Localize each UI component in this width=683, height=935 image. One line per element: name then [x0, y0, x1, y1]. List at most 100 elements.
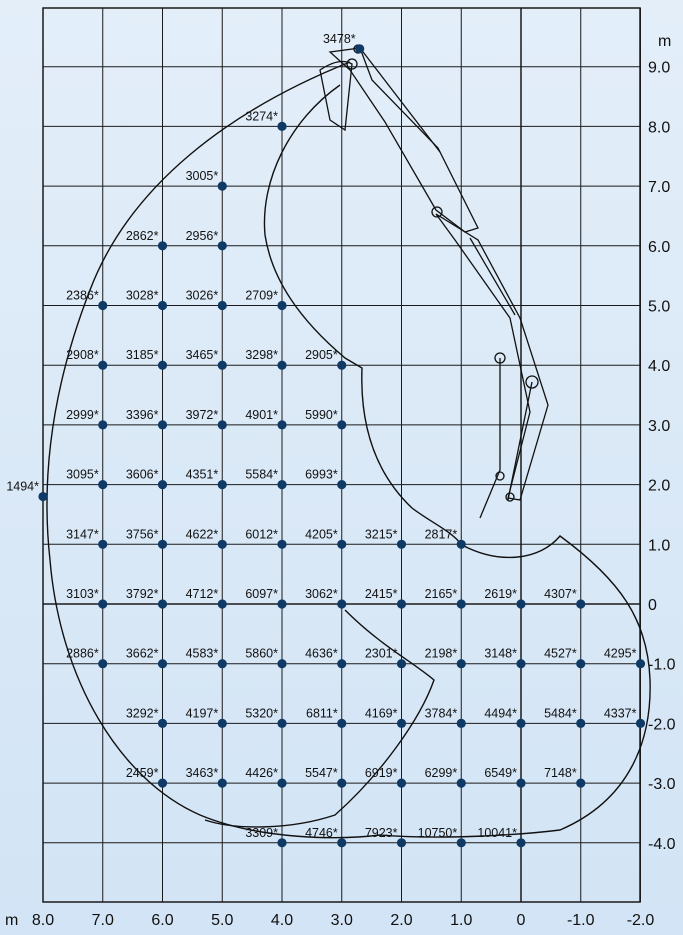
- load-value-label: 5547*: [305, 766, 338, 780]
- load-point: [217, 480, 227, 490]
- load-point: [217, 599, 227, 609]
- load-point: [38, 491, 48, 502]
- y-tick-label: -3.0: [648, 776, 676, 793]
- load-value-label: 6811*: [306, 706, 338, 720]
- load-point: [456, 718, 466, 729]
- load-value-label: 7923*: [365, 826, 398, 840]
- load-value-label: 6012*: [245, 527, 278, 541]
- load-point: [277, 360, 287, 370]
- load-value-label: 3026*: [186, 289, 219, 303]
- y-tick-label: -2.0: [648, 716, 676, 733]
- tip-pin-icon: [505, 492, 515, 502]
- load-value-label: 3478*: [323, 32, 356, 46]
- load-point: [157, 718, 168, 729]
- load-value-label: 3147*: [66, 527, 99, 541]
- load-point: [277, 838, 287, 848]
- load-point: [157, 480, 168, 490]
- boom-and-arm-drawing: [319, 44, 549, 519]
- load-value-label: 3298*: [245, 348, 278, 362]
- load-value-label: 4351*: [186, 468, 219, 482]
- load-value-label: 3662*: [126, 647, 159, 661]
- load-point: [456, 659, 466, 669]
- load-value-label: 4197*: [186, 706, 219, 720]
- load-value-label: 4712*: [186, 587, 219, 601]
- x-tick-label: 5.0: [211, 912, 233, 929]
- load-value-label: 4494*: [484, 706, 517, 720]
- x-tick-label: 6.0: [151, 912, 173, 929]
- load-value-label: 3005*: [186, 169, 219, 183]
- y-tick-label: -1.0: [648, 657, 676, 674]
- load-value-label: 2619*: [484, 587, 517, 601]
- load-value-label: 5320*: [245, 706, 278, 720]
- load-value-label: 6097*: [245, 587, 278, 601]
- load-value-label: 10041*: [477, 826, 517, 840]
- load-point: [396, 659, 407, 669]
- x-tick-label: 8.0: [32, 912, 54, 929]
- load-point: [157, 241, 168, 251]
- load-point: [396, 539, 407, 549]
- load-point: [635, 659, 646, 669]
- load-value-label: 2165*: [425, 587, 458, 601]
- arm-cylinder: [469, 237, 516, 316]
- y-tick-label: 1.0: [648, 537, 670, 554]
- load-value-label: 5990*: [305, 408, 338, 422]
- load-value-label: 6993*: [305, 468, 338, 482]
- load-value-label: 4426*: [245, 766, 278, 780]
- load-value-label: 2301*: [365, 647, 398, 661]
- load-point: [217, 659, 227, 669]
- x-tick-label: 7.0: [92, 912, 114, 929]
- load-point: [277, 420, 287, 430]
- load-value-label: 4527*: [544, 647, 577, 661]
- load-point: [396, 718, 407, 729]
- load-point: [217, 539, 227, 549]
- load-point: [337, 838, 347, 848]
- load-value-label: 5484*: [544, 706, 577, 720]
- load-value-label: 4169*: [365, 706, 398, 720]
- load-point: [576, 718, 586, 729]
- load-value-label: 4746*: [305, 826, 338, 840]
- y-tick-label: -4.0: [648, 836, 676, 853]
- load-point: [277, 300, 287, 311]
- link-lower-pin-icon: [495, 471, 505, 481]
- x-tick-label: 0: [517, 912, 526, 929]
- load-point: [635, 718, 646, 729]
- load-point: [277, 778, 287, 788]
- load-value-label: 3062*: [305, 587, 338, 601]
- load-points: [38, 44, 646, 848]
- load-value-label: 2886*: [66, 647, 99, 661]
- x-tick-label: 2.0: [390, 912, 412, 929]
- load-value-label: 6919*: [365, 766, 398, 780]
- arm-outline: [435, 213, 549, 501]
- load-value-label: 5860*: [245, 647, 278, 661]
- load-value-label: 2905*: [305, 348, 338, 362]
- y-unit-label: m: [658, 33, 671, 50]
- load-point: [157, 539, 168, 549]
- load-value-label: 4307*: [544, 587, 577, 601]
- load-point: [337, 659, 347, 669]
- x-tick-label: -2.0: [627, 912, 655, 929]
- load-value-label: 2386*: [66, 289, 99, 303]
- load-value-label: 2999*: [66, 408, 99, 422]
- load-point: [98, 599, 108, 609]
- boom-pivot-icon: [346, 58, 358, 70]
- load-value-label: 2817*: [425, 527, 458, 541]
- x-tick-label: -1.0: [567, 912, 595, 929]
- lower-digging-curve: [204, 609, 435, 828]
- load-point: [456, 838, 466, 848]
- load-point: [277, 121, 287, 131]
- load-point: [516, 659, 526, 669]
- load-value-label: 3215*: [365, 527, 398, 541]
- load-point: [337, 480, 347, 490]
- load-point: [277, 599, 287, 609]
- load-point: [98, 300, 108, 311]
- load-value-label: 3103*: [66, 587, 99, 601]
- boom-upper-line: [359, 47, 441, 153]
- axis-ticks: 9.0 8.0 7.0 6.0 5.0 4.0 3.0 2.0 1.0 0 -1.0 -2.0 -3.0…: [5, 33, 676, 929]
- load-value-label: 3396*: [126, 408, 159, 422]
- load-value-label: 3185*: [126, 348, 159, 362]
- load-point: [277, 718, 287, 729]
- load-point: [157, 420, 168, 430]
- y-tick-label: 0: [648, 597, 657, 614]
- load-point: [516, 778, 526, 788]
- mast-link: [319, 60, 353, 132]
